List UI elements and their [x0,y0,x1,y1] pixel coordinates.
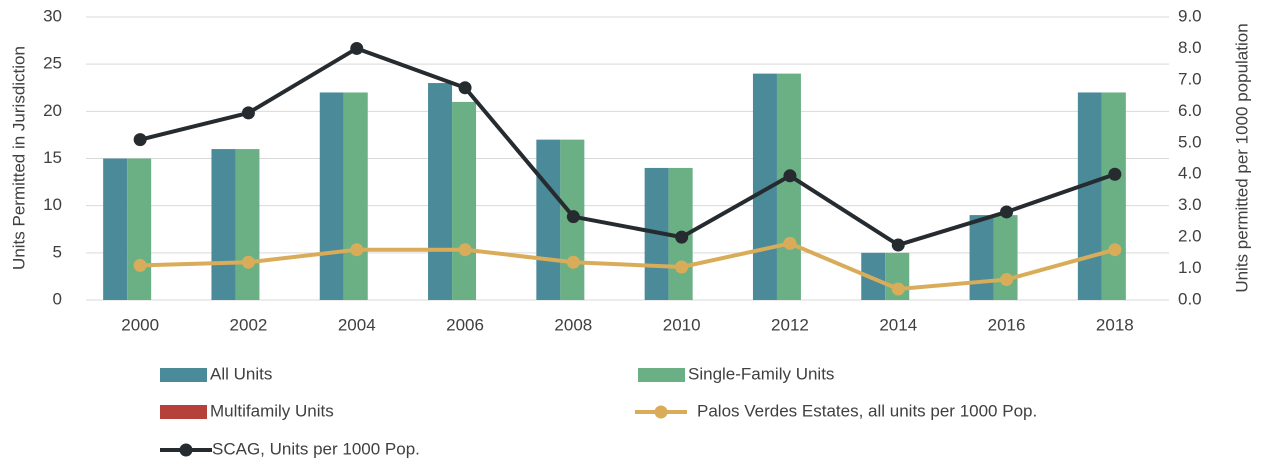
bar [969,215,994,300]
line-marker [241,255,255,269]
legend-swatch [160,368,207,382]
line-marker [133,133,147,147]
y-tick-label: 20 [43,101,62,120]
bar [452,101,477,301]
bar [776,73,801,300]
y2-tick-label: 5.0 [1178,132,1202,151]
line-marker [566,255,580,269]
y2-tick-label: 6.0 [1178,101,1202,120]
legend-label: All Units [210,364,272,383]
legend-label: Single-Family Units [688,364,834,383]
y-tick-label: 30 [43,6,62,25]
x-tick-label: 2008 [554,315,592,334]
x-tick-label: 2002 [230,315,268,334]
line-marker [566,210,580,224]
y-tick-label: 0 [53,289,62,308]
x-tick-label: 2012 [771,315,809,334]
line-marker [1108,167,1122,181]
line-marker [350,243,364,257]
x-tick-label: 2006 [446,315,484,334]
legend-label: SCAG, Units per 1000 Pop. [212,439,420,458]
y2-axis-label: Units permitted per 1000 population [1232,23,1251,292]
bar [319,92,344,300]
bar [428,83,453,301]
bar [127,158,152,300]
y-axis-label: Units Permitted in Jurisdiction [9,46,28,270]
line-marker [891,282,905,296]
y-tick-label: 5 [53,242,62,261]
y2-tick-label: 0.0 [1178,289,1202,308]
line-marker [241,106,255,120]
legend-label: Multifamily Units [210,401,334,420]
x-tick-label: 2014 [879,315,917,334]
legend-label: Palos Verdes Estates, all units per 1000… [697,401,1037,420]
line-marker [1108,243,1122,257]
bar [103,158,128,300]
x-tick-label: 2016 [988,315,1026,334]
x-tick-label: 2018 [1096,315,1134,334]
line-marker [1000,205,1014,219]
y2-tick-label: 7.0 [1178,69,1202,88]
line-marker [783,236,797,250]
line-marker [133,258,147,272]
bar [235,149,260,300]
bar [536,139,561,300]
legend-marker [654,405,668,419]
y2-tick-label: 8.0 [1178,38,1202,57]
y-tick-label: 10 [43,195,62,214]
line-marker [675,260,689,274]
bar [343,92,368,300]
bar [993,215,1018,300]
y-tick-label: 15 [43,148,62,167]
y2-tick-label: 2.0 [1178,227,1202,246]
x-tick-label: 2010 [663,315,701,334]
line [140,241,1116,291]
x-tick-label: 2004 [338,315,376,334]
y2-tick-label: 3.0 [1178,195,1202,214]
line-marker [350,41,364,55]
line [139,46,1116,247]
bar [1077,92,1102,300]
line-marker [891,238,905,252]
x-tick-label: 2000 [121,315,159,334]
line-marker [1000,273,1014,287]
bar [1101,92,1126,300]
bar [211,149,236,300]
line-marker [675,230,689,244]
legend-swatch [638,368,685,382]
y-tick-label: 25 [43,54,62,73]
y2-tick-label: 9.0 [1178,6,1202,25]
legend-marker [179,443,193,457]
line-marker [458,243,472,257]
y2-tick-label: 1.0 [1178,258,1202,277]
legend-swatch [160,405,207,419]
line-marker [458,81,472,95]
line-marker [783,169,797,183]
y2-tick-label: 4.0 [1178,164,1202,183]
